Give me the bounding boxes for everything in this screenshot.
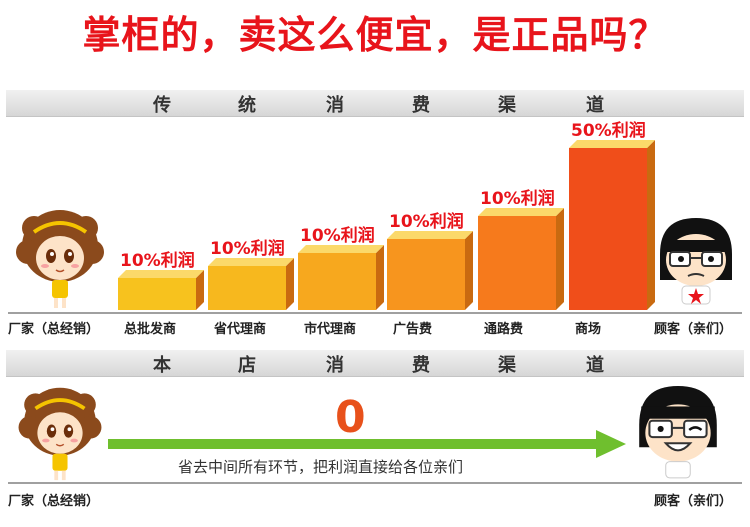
customer-label: 顾客（亲们） bbox=[654, 322, 733, 337]
maker-girl-figure bbox=[18, 387, 102, 481]
band-char: 本 bbox=[153, 355, 171, 376]
band-char: 道 bbox=[586, 355, 604, 376]
direct-arrow bbox=[108, 430, 626, 458]
band-char: 道 bbox=[586, 95, 604, 116]
profit-bar bbox=[298, 245, 384, 310]
customer-label: 顾客（亲们） bbox=[654, 494, 733, 509]
profit-bar bbox=[387, 231, 473, 310]
tier-name: 总批发商 bbox=[124, 322, 177, 337]
bar-profit-label: 10%利润 bbox=[480, 189, 555, 209]
store-channel-band: 本 店 消 费 渠 道 bbox=[6, 350, 744, 377]
headline: 掌柜的，卖这么便宜，是正品吗？ bbox=[82, 13, 668, 57]
profit-bar bbox=[569, 140, 655, 310]
bar-profit-label: 10%利润 bbox=[210, 239, 285, 259]
band-char: 店 bbox=[238, 355, 256, 376]
bar-profit-label: 10%利润 bbox=[389, 212, 464, 232]
band-char: 费 bbox=[412, 95, 430, 116]
maker-girl-figure bbox=[16, 210, 104, 308]
band-char: 统 bbox=[238, 95, 256, 116]
profit-bar bbox=[118, 270, 204, 310]
customer-sad-figure bbox=[660, 218, 732, 305]
traditional-channel-band: 传 统 消 费 渠 道 bbox=[6, 90, 744, 117]
customer-happy-figure bbox=[639, 386, 717, 479]
baseline bbox=[8, 482, 742, 484]
tier-name: 通路费 bbox=[484, 322, 524, 337]
band-char: 渠 bbox=[498, 95, 516, 116]
bar-profit-label: 10%利润 bbox=[300, 226, 375, 246]
band-char: 消 bbox=[326, 355, 344, 376]
profit-bar bbox=[478, 208, 564, 310]
band-char: 消 bbox=[326, 95, 344, 116]
arrow-caption: 省去中间所有环节，把利润直接给各位亲们 bbox=[178, 458, 464, 476]
tier-name: 商场 bbox=[575, 322, 602, 337]
band-char: 传 bbox=[153, 95, 171, 116]
bar-profit-label: 50%利润 bbox=[571, 121, 646, 141]
maker-label: 厂家（总经销） bbox=[8, 494, 100, 509]
band-char: 费 bbox=[412, 355, 430, 376]
maker-label: 厂家（总经销） bbox=[8, 322, 100, 337]
tier-name: 市代理商 bbox=[304, 322, 357, 337]
baseline bbox=[8, 312, 742, 314]
tier-name: 广告费 bbox=[393, 322, 433, 337]
profit-bar bbox=[208, 258, 294, 310]
tier-name: 省代理商 bbox=[214, 322, 267, 337]
band-char: 渠 bbox=[498, 355, 516, 376]
middleman-count: 0 bbox=[335, 392, 366, 443]
bar-profit-label: 10%利润 bbox=[120, 251, 195, 271]
